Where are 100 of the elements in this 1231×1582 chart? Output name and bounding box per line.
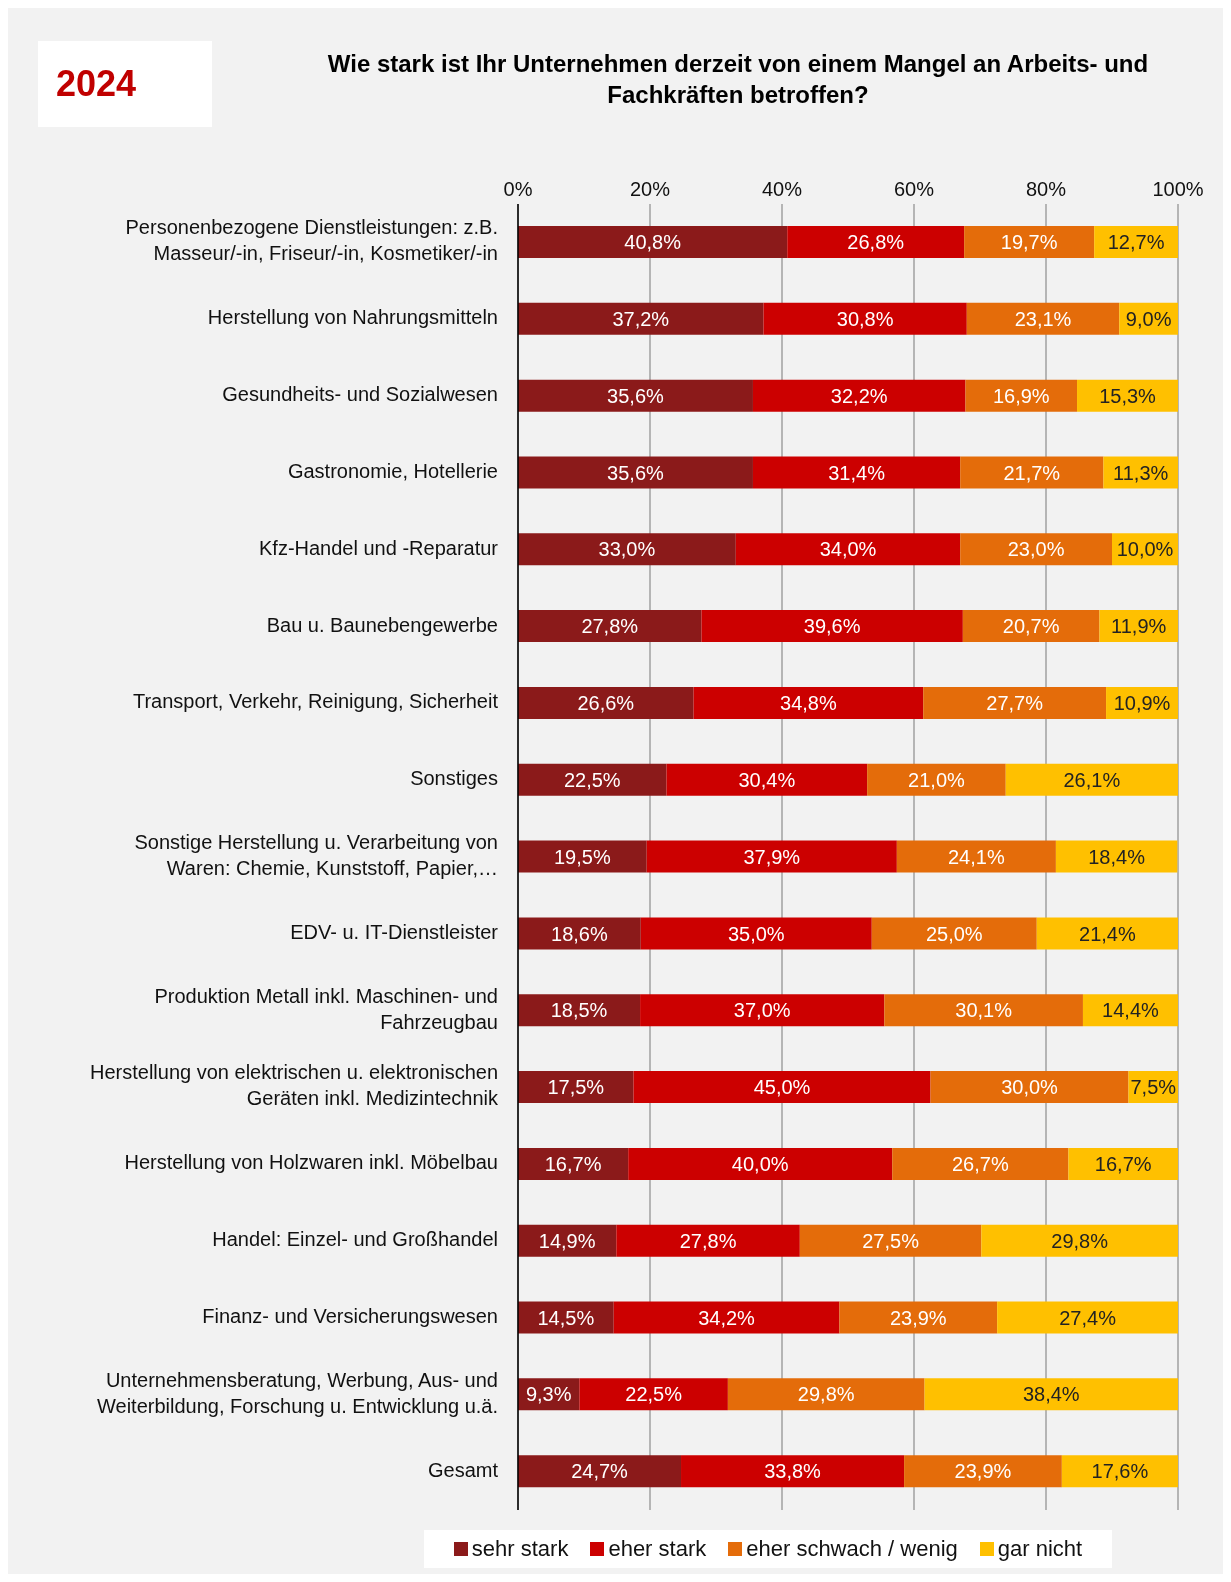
y-tick-label: Personenbezogene Dienstleistungen: z.B. Masseur/-in, Friseur/-in, Kosmetiker/-in (125, 216, 498, 265)
bar (735, 533, 961, 566)
data-label: 34,8% (780, 692, 837, 715)
data-label: 14,5% (537, 1306, 595, 1329)
bar (518, 379, 753, 412)
data-label: 22,5% (563, 768, 621, 791)
data-label: 23,9% (954, 1460, 1012, 1483)
bar (518, 1071, 634, 1104)
data-label: 19,5% (553, 845, 611, 868)
data-label: 33,0% (598, 538, 656, 561)
y-tick-label: Kfz-Handel und -Reparatur (258, 536, 499, 559)
y-tick-label: Gesamt (427, 1458, 499, 1481)
x-tick-label: 0% (503, 178, 533, 200)
y-tick-label: Herstellung von Holzwaren inkl. Möbelbau (124, 1151, 498, 1174)
x-tick-label: 60% (893, 178, 935, 200)
data-label: 33,8% (764, 1460, 822, 1483)
data-label: 16,7% (1094, 1152, 1152, 1175)
bar (962, 610, 1100, 643)
data-label: 20,7% (1002, 615, 1060, 638)
y-tick-label: Herstellung von Nahrungsmitteln (207, 306, 498, 329)
bar (997, 1301, 1178, 1334)
bar (579, 1378, 728, 1411)
y-tick-label: EDV- u. IT-Dienstleister (290, 921, 499, 944)
y-tick-label: Handel: Einzel- und Großhandel (212, 1228, 498, 1251)
y-tick-label: Gesundheits- und Sozialwesen (222, 383, 498, 406)
bar (727, 1378, 925, 1411)
bar (518, 763, 667, 796)
x-tick-label: 80% (1025, 178, 1067, 200)
data-label: 14,4% (1102, 999, 1160, 1022)
bar (930, 1071, 1129, 1104)
legend-label: eher stark (607, 1536, 707, 1562)
bar (923, 686, 1107, 719)
bar (518, 456, 753, 489)
data-label: 17,6% (1091, 1460, 1149, 1483)
data-label: 26,8% (847, 231, 905, 254)
bar (763, 302, 967, 335)
data-label: 19,7% (1000, 231, 1058, 254)
bar (871, 917, 1037, 950)
bar (518, 840, 647, 873)
data-label: 22,5% (625, 1383, 683, 1406)
data-label: 35,6% (607, 384, 665, 407)
data-label: 31,4% (828, 461, 886, 484)
bar (892, 1147, 1069, 1180)
data-label: 37,0% (733, 999, 791, 1022)
data-label: 38,4% (1022, 1383, 1080, 1406)
legend-label: gar nicht (996, 1536, 1083, 1562)
data-label: 30,1% (955, 999, 1013, 1022)
bar (518, 1455, 682, 1488)
x-tick-label: 20% (629, 178, 671, 200)
data-label: 14,9% (538, 1229, 596, 1252)
data-label: 27,7% (986, 692, 1044, 715)
data-label: 23,0% (1007, 538, 1065, 561)
data-label: 24,1% (948, 845, 1005, 868)
legend-label: eher schwach / wenig (745, 1536, 958, 1562)
data-label: 27,8% (679, 1229, 737, 1252)
data-label: 10,0% (1116, 538, 1174, 561)
data-label: 30,8% (836, 307, 894, 330)
data-label: 23,1% (1014, 307, 1072, 330)
x-tick-label: 40% (761, 178, 803, 200)
data-label: 12,7% (1107, 231, 1165, 254)
bar (904, 1455, 1062, 1488)
data-label: 11,3% (1113, 461, 1169, 484)
bar (896, 840, 1056, 873)
bar (646, 840, 897, 873)
data-label: 16,7% (544, 1152, 602, 1175)
bar (518, 533, 736, 566)
data-label: 24,7% (571, 1460, 629, 1483)
y-tick-label: Bau u. Baunebengewerbe (266, 613, 498, 636)
bar (701, 610, 963, 643)
bar (633, 1071, 931, 1104)
data-label: 17,5% (547, 1076, 605, 1099)
bar (1068, 1147, 1178, 1180)
bar (518, 610, 702, 643)
data-label: 29,8% (797, 1383, 855, 1406)
data-label: 18,5% (550, 999, 608, 1022)
bar (960, 533, 1112, 566)
data-label: 18,4% (1088, 845, 1146, 868)
bar (752, 456, 961, 489)
data-label: 34,0% (819, 538, 877, 561)
data-label: 26,1% (1063, 768, 1121, 791)
data-label: 26,7% (951, 1152, 1009, 1175)
data-label: 18,6% (551, 922, 608, 945)
data-label: 16,9% (992, 384, 1050, 407)
data-label: 45,0% (753, 1076, 811, 1099)
bar (628, 1147, 893, 1180)
data-label: 40,0% (731, 1152, 789, 1175)
data-label: 40,8% (624, 231, 682, 254)
bar (518, 302, 764, 335)
data-label: 26,6% (577, 692, 635, 715)
bar (640, 917, 872, 950)
data-label: 39,6% (803, 615, 861, 638)
bar (616, 1224, 800, 1257)
bar (964, 226, 1095, 258)
chart-title: Wie stark ist Ihr Unternehmen derzeit von einem Mangel an Arbeits- und Fachkräften betroffen? (326, 49, 1150, 110)
data-label: 37,2% (612, 307, 670, 330)
data-label: 15,3% (1099, 384, 1157, 407)
y-tick-label: Produktion Metall inkl. Maschinen- und Fahrzeugbau (154, 984, 498, 1033)
y-tick-label: Unternehmensberatung, Werbung, Aus- und Weiterbildung, Forschung u. Entwicklung u.ä. (97, 1369, 498, 1418)
y-tick-label: Herstellung von elektrischen u. elektronischen Geräten inkl. Medizintechnik (90, 1061, 499, 1110)
y-tick-label: Transport, Verkehr, Reinigung, Sicherheit (132, 690, 499, 713)
